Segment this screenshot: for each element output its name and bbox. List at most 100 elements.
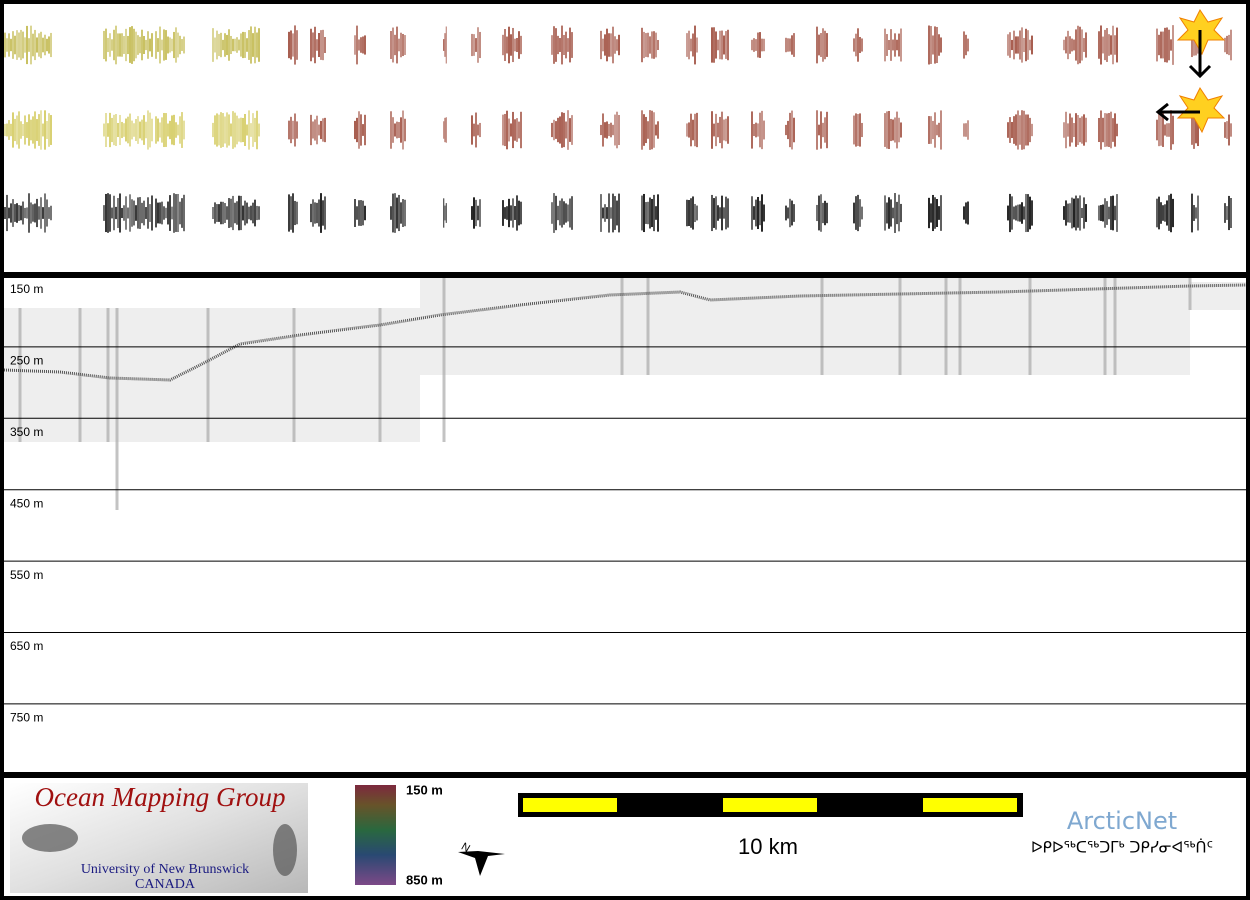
swath-strip — [125, 196, 127, 230]
swath-strip — [8, 33, 10, 57]
swath-strip — [751, 111, 753, 149]
swath-strip — [763, 120, 765, 140]
swath-strip — [1226, 121, 1228, 139]
swath-strip — [171, 38, 173, 52]
swath-strip — [940, 110, 942, 150]
swath-strip — [404, 199, 406, 227]
swath-strip — [651, 31, 653, 59]
swath-strip — [1116, 123, 1118, 137]
swath-strip — [240, 117, 242, 143]
swath-strip — [246, 202, 248, 224]
swath-strip — [139, 121, 141, 139]
swath-strip — [218, 33, 220, 57]
swath-strip — [824, 200, 826, 226]
swath-strip — [362, 36, 364, 54]
swath-strip — [220, 32, 222, 58]
swath-strip — [761, 194, 763, 232]
swath-strip — [721, 195, 723, 231]
swath-strip — [719, 207, 721, 219]
swath-strip — [135, 31, 137, 59]
swath-strip — [141, 202, 143, 224]
swath-strip — [167, 36, 169, 54]
swath-strip — [757, 196, 759, 230]
swath-strip — [121, 207, 123, 219]
swath-strip — [723, 119, 725, 141]
swath-strip — [1172, 25, 1174, 65]
swath-strip — [117, 198, 119, 228]
swath-strip — [755, 199, 757, 227]
swath-strip — [721, 111, 723, 149]
swath-strip — [571, 115, 573, 145]
swath-strip — [608, 123, 610, 137]
swath-strip — [1023, 206, 1025, 220]
swath-strip — [48, 36, 50, 54]
swath-strip — [504, 207, 506, 219]
swath-strip — [38, 114, 40, 146]
swath-strip — [820, 111, 822, 149]
swath-strip — [1077, 198, 1079, 228]
swath-strip — [614, 36, 616, 54]
swath-strip — [1193, 34, 1195, 56]
swath-strip — [506, 36, 508, 54]
swath-strip — [390, 31, 392, 59]
swath-strip — [236, 201, 238, 225]
swath-strip — [516, 195, 518, 231]
swath-strip — [362, 124, 364, 136]
swath-strip — [890, 199, 892, 227]
swath-strip — [888, 197, 890, 229]
swath-strip — [20, 29, 22, 61]
swath-strip — [826, 202, 828, 224]
swath-strip — [653, 112, 655, 148]
swath-strip — [155, 31, 157, 59]
swath-strip — [692, 119, 694, 141]
swath-strip — [236, 115, 238, 145]
swath-strip — [109, 112, 111, 148]
swath-strip — [963, 206, 965, 220]
swath-strip — [141, 119, 143, 141]
swath-strip — [1108, 206, 1110, 220]
swath-strip — [1166, 200, 1168, 226]
swath-strip — [356, 206, 358, 220]
swath-strip — [392, 193, 394, 233]
swath-strip — [553, 26, 555, 64]
swath-strip — [157, 118, 159, 142]
swath-strip — [1106, 201, 1108, 225]
swath-strip — [234, 38, 236, 52]
swath-strip — [36, 37, 38, 53]
swath-strip — [653, 194, 655, 232]
swath-strip — [791, 35, 793, 55]
swath-strip — [179, 116, 181, 144]
swath-strip — [1114, 205, 1116, 221]
swath-strip — [127, 35, 129, 55]
swath-strip — [131, 120, 133, 140]
swath-strip — [602, 113, 604, 147]
swath-strip — [602, 207, 604, 219]
swath-strip — [1015, 36, 1017, 54]
swath-strip — [694, 113, 696, 147]
swath-strip — [1027, 30, 1029, 60]
swath-strip — [133, 200, 135, 226]
swath-strip — [181, 39, 183, 51]
swath-strip — [143, 35, 145, 55]
swath-strip — [751, 196, 753, 230]
swath-strip — [563, 34, 565, 56]
swath-strip — [1168, 123, 1170, 137]
swath-strip — [216, 113, 218, 147]
swath-strip — [1009, 32, 1011, 58]
swath-strip — [161, 201, 163, 225]
swath-strip — [563, 112, 565, 148]
swath-strip — [212, 207, 214, 219]
swath-strip — [1170, 39, 1172, 51]
swath-strip — [175, 122, 177, 138]
swath-strip — [932, 120, 934, 140]
swath-strip — [149, 112, 151, 148]
swath-strip — [179, 35, 181, 55]
swath-strip — [360, 200, 362, 226]
swath-strip — [248, 30, 250, 60]
swath-strip — [711, 111, 713, 149]
swath-strip — [473, 34, 475, 56]
swath-strip — [1158, 113, 1160, 147]
swath-strip — [135, 205, 137, 221]
swath-strip — [757, 32, 759, 58]
swath-strip — [111, 117, 113, 143]
